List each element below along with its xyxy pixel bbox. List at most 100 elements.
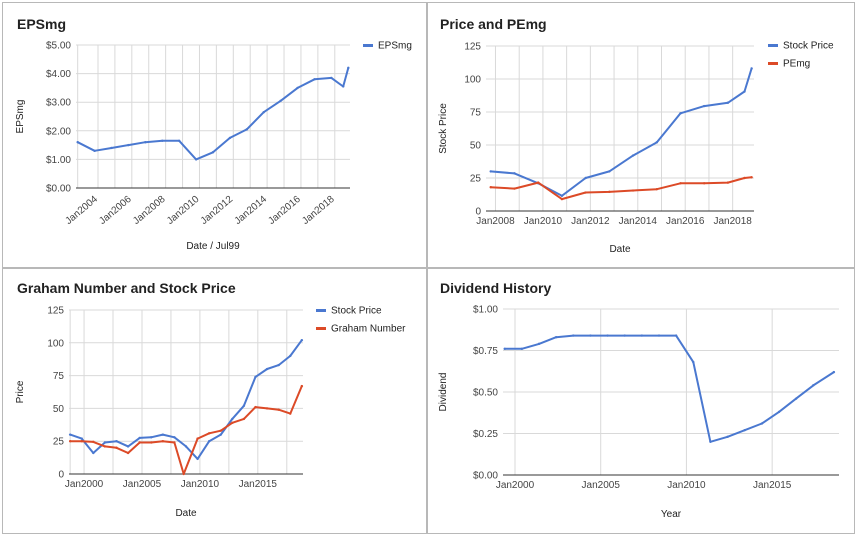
data-point (503, 347, 506, 351)
data-point (245, 128, 249, 131)
y-tick-label: 100 (464, 75, 481, 86)
data-point (300, 384, 304, 388)
legend-swatch (768, 62, 778, 65)
data-point (194, 158, 198, 161)
data-point (177, 139, 181, 143)
data-point (608, 190, 611, 194)
graham-number-chart: Graham Number and Stock Price 0 25 50 75 100 1… (15, 280, 406, 519)
x-tick-label: Jan2010 (524, 216, 563, 227)
data-point (68, 440, 72, 443)
x-tick-label: Jan2010 (667, 480, 706, 491)
dividend-history-chart: Dividend History $0.00 $0.25 $0.50 $0.75 $1.0… (438, 280, 839, 520)
data-point (150, 441, 153, 444)
x-tick-label: Jan2016 (266, 194, 303, 227)
data-point (554, 336, 558, 339)
data-point (265, 367, 269, 371)
data-point (330, 76, 333, 80)
y-tick-label: 0 (58, 470, 64, 481)
data-point (726, 435, 729, 439)
chart-panel-graham-number: Graham Number and Stock Price 0 25 50 75 100 1… (2, 268, 427, 534)
x-axis-label: Year (661, 509, 682, 520)
data-point (161, 440, 165, 443)
series-line (503, 334, 835, 443)
data-point (702, 182, 706, 185)
x-tick-label: Jan2015 (753, 480, 792, 491)
data-point (631, 189, 635, 192)
y-tick-label: $1.00 (46, 155, 71, 166)
data-point (76, 141, 79, 144)
data-point (138, 441, 141, 444)
data-point (777, 410, 781, 414)
data-point (743, 176, 746, 180)
data-point (219, 433, 222, 436)
data-point (537, 342, 541, 346)
data-point (513, 187, 516, 190)
data-point (342, 85, 345, 88)
data-point (182, 472, 185, 476)
price-pemg-chart: Price and PEmg 0 25 50 75 100 125 Jan2008 Jan201… (438, 16, 834, 255)
data-point (254, 405, 257, 409)
y-axis-label: Dividend (438, 373, 449, 412)
data-point (584, 191, 587, 194)
data-point (560, 197, 564, 201)
data-point (211, 151, 215, 154)
data-point (536, 181, 540, 184)
y-tick-label: $0.50 (473, 388, 498, 399)
x-tick-label: Jan2000 (65, 479, 104, 490)
series-line (69, 385, 303, 475)
chart-title: Dividend History (440, 280, 551, 296)
data-point (173, 436, 176, 439)
data-point (80, 440, 83, 443)
data-point (196, 437, 199, 440)
data-point (679, 182, 682, 185)
y-tick-label: 25 (53, 437, 65, 448)
data-point (242, 404, 246, 407)
data-point (513, 172, 516, 175)
data-point (231, 417, 234, 421)
y-tick-label: $0.75 (473, 346, 498, 357)
x-tick-label: Jan2018 (300, 194, 337, 227)
data-point (150, 436, 153, 439)
data-point (489, 186, 492, 189)
x-tick-label: Jan2012 (199, 194, 236, 227)
x-tick-label: Jan2012 (571, 216, 610, 227)
legend-swatch (316, 327, 326, 330)
data-point (655, 141, 658, 144)
data-point (161, 433, 165, 436)
data-point (794, 397, 798, 400)
data-point (760, 422, 764, 425)
y-tick-label: 100 (47, 338, 64, 349)
data-point (750, 176, 753, 179)
data-point (589, 334, 592, 337)
data-point (313, 78, 316, 81)
y-tick-label: $0.00 (46, 184, 71, 195)
data-point (277, 363, 280, 367)
epsmg-chart: EPSmg $0.00 $1.00 $2.00 $3.00 $4.00 $5.00 Jan20… (15, 16, 412, 252)
data-point (103, 445, 107, 448)
data-point (184, 445, 188, 448)
data-point (127, 143, 130, 147)
y-tick-label: 50 (53, 404, 65, 415)
x-tick-label: Jan2010 (181, 479, 220, 490)
data-point (289, 354, 292, 358)
x-tick-label: Jan2016 (666, 216, 705, 227)
data-point (606, 334, 609, 337)
y-tick-label: $5.00 (46, 41, 71, 52)
data-point (572, 334, 575, 337)
y-axis-label: Stock Price (438, 103, 449, 154)
x-axis-label: Date (175, 508, 197, 519)
data-point (679, 112, 682, 115)
y-tick-label: 125 (47, 306, 64, 317)
legend-label: Stock Price (331, 306, 382, 317)
data-point (726, 181, 730, 184)
data-point (347, 66, 350, 70)
x-axis-label: Date / Jul99 (186, 241, 240, 252)
data-point (279, 99, 282, 102)
data-point (489, 170, 492, 173)
data-point (743, 428, 746, 432)
chart-title: Price and PEmg (440, 16, 547, 32)
data-point (207, 432, 211, 435)
data-point (560, 194, 564, 198)
data-point (207, 440, 211, 443)
data-point (262, 111, 265, 114)
